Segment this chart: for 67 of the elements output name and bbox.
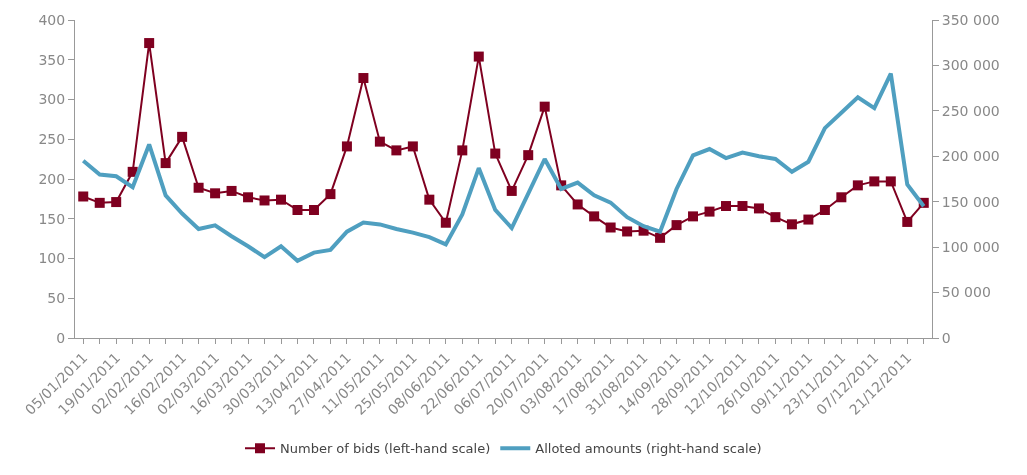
point [523,150,534,161]
legend-label: Number of bids (left-hand scale) [280,441,491,457]
point [622,226,633,237]
point [407,141,418,152]
point [292,205,303,216]
point [671,220,682,231]
point [325,189,336,200]
point [111,197,122,208]
point [358,73,369,84]
y-tick-label: 100 [38,250,66,267]
point [572,199,583,210]
point [655,232,666,243]
y2-tick-label: 350 000 [941,11,1000,28]
point [457,145,468,156]
point [276,194,287,205]
point [440,217,451,228]
point [688,211,699,222]
point [819,205,830,216]
point [374,136,385,147]
point [424,194,435,205]
y2-tick-label: 200 000 [941,148,1000,165]
point [885,176,896,187]
point [506,185,517,196]
point [160,158,171,169]
point [193,182,204,193]
point [869,176,880,187]
point [704,206,715,217]
point [226,185,237,196]
point [770,212,781,223]
legend-label: Alloted amounts (right-hand scale) [535,441,762,457]
y2-tick-label: 100 000 [941,239,1000,256]
point [490,148,501,159]
y2-tick-label: 300 000 [941,57,1000,74]
point [737,201,748,212]
y-tick-label: 400 [38,11,66,28]
y2-tick-label: 0 [941,329,951,346]
point [94,197,105,208]
y-tick-label: 350 [38,51,66,68]
point [589,211,600,222]
point [803,214,814,225]
point [391,145,402,156]
point [259,195,270,206]
y2-tick-label: 50 000 [941,284,991,301]
y-tick-label: 0 [56,329,66,346]
point [308,205,319,216]
y-tick-label: 50 [47,290,66,307]
y2-tick-label: 150 000 [941,193,1000,210]
point [473,51,484,62]
point [78,191,89,202]
point [243,192,254,203]
y-tick-label: 300 [38,91,66,108]
point [902,216,913,227]
y-tick-label: 150 [38,210,66,227]
point [720,201,731,212]
point [144,38,155,49]
y-tick-label: 200 [38,170,66,187]
point [539,101,550,112]
point [177,131,188,142]
point [852,180,863,191]
point [786,219,797,230]
point [341,141,352,152]
y-tick-label: 250 [38,131,66,148]
point [605,222,616,233]
point [836,192,847,203]
point [210,188,221,199]
y2-tick-label: 250 000 [941,102,1000,119]
point [753,203,764,214]
